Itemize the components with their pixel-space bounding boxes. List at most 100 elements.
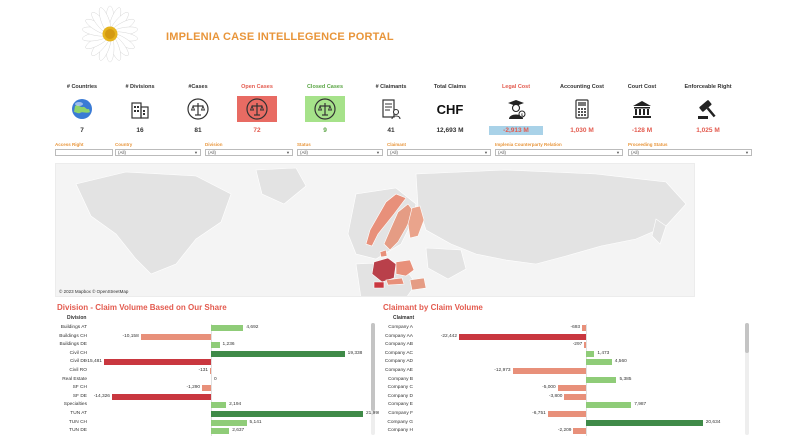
data-bar[interactable] [211,411,363,417]
data-bar[interactable] [586,350,595,357]
chart-row[interactable]: SF CH -1,290 [57,384,379,392]
kpi-tile[interactable]: Enforceable Right 1,025 M [676,84,740,135]
data-label: 21,990 [366,411,379,416]
division-scrollbar[interactable] [371,323,375,435]
data-bar[interactable] [211,428,230,435]
scroll-thumb[interactable] [371,323,375,411]
chart-row[interactable]: Company AC 1,473 [383,350,753,358]
chart-row[interactable]: Civil RO -131 [57,367,379,375]
lawyer-icon: $ [498,96,534,122]
kpi-tile[interactable]: # Claimants 41 [359,84,423,135]
chart-row[interactable]: TUN AT 21,990 [57,410,379,418]
claimant-scrollbar[interactable] [745,323,749,435]
kpi-tile[interactable]: Open Cases 72 [225,84,289,135]
kpi-tile[interactable]: # Countries 7 [50,84,114,135]
access-right-input[interactable] [55,149,113,156]
data-label: -297 [572,342,583,348]
data-bar[interactable] [103,359,211,366]
data-bar[interactable] [211,350,345,357]
filter-counterparty-relation: Implenia Counterparty Relation (All) ▼ [495,142,623,156]
map-country-switzerland [373,281,385,289]
chart-row[interactable]: Company AB -297 [383,341,753,349]
chart-row[interactable]: Specialties 2,194 [57,401,379,409]
chart-row[interactable]: Company AD 4,560 [383,358,753,366]
data-bar[interactable] [211,325,244,331]
data-bar[interactable] [202,385,211,392]
kpi-value: 41 [387,127,395,134]
category-label: TUN AT [70,411,87,416]
chart-row[interactable]: Company B 5,385 [383,376,753,384]
data-bar[interactable] [564,393,586,400]
category-label: Company AD [384,359,413,365]
chart-row[interactable]: SF DE -14,326 [57,393,379,401]
data-bar[interactable] [211,402,227,409]
kpi-label: Open Cases [241,84,273,90]
data-bar[interactable] [140,333,211,340]
data-label: 5,141 [249,419,262,425]
column-header: Division [67,315,87,321]
data-bar[interactable] [586,376,617,383]
chart-row[interactable]: Company E 7,987 [383,401,753,409]
country-select[interactable]: (All) ▼ [115,149,201,156]
kpi-value: 72 [253,127,261,134]
data-bar[interactable] [584,342,586,349]
map-country-austria [385,277,405,286]
category-label: Company AA [385,333,413,339]
category-label: Company AE [385,368,413,373]
data-bar[interactable] [547,411,586,417]
kpi-tile[interactable]: Legal Cost $ -2,913 M [484,84,548,135]
counterparty-relation-select[interactable]: (All) ▼ [495,149,623,156]
chart-row[interactable]: Civil CH 19,338 [57,350,379,358]
kpi-tile[interactable]: # Divisions 16 [108,84,172,135]
data-bar[interactable] [211,342,220,349]
chart-row[interactable]: Buildings AT 4,692 [57,324,379,332]
division-select[interactable]: (All) ▼ [205,149,293,156]
data-label: -1,290 [186,385,201,391]
data-bar[interactable] [573,428,586,435]
data-bar[interactable] [586,402,632,409]
data-bar[interactable] [586,359,612,366]
kpi-tile[interactable]: Court Cost -128 M [610,84,674,135]
claims-map[interactable]: © 2023 Mapbox © OpenStreetMap [55,163,695,297]
proceeding-status-select[interactable]: (All) ▼ [628,149,752,156]
chart-row[interactable]: Civil DE -15,481 [57,358,379,366]
map-land-asia [415,169,687,265]
status-select[interactable]: (All) ▼ [297,149,383,156]
chart-row[interactable]: Company G 20,634 [383,419,753,427]
chart-row[interactable]: Buildings DE 1,236 [57,341,379,349]
chart-row[interactable]: TUN DE 2,637 [57,427,379,435]
select-value: (All) [498,150,506,155]
data-bar[interactable] [210,368,211,374]
map-country-sweden [383,203,415,251]
data-bar[interactable] [111,393,211,400]
map-country-romania [409,277,427,291]
chart-row[interactable]: Company AE -12,973 [383,367,753,375]
kpi-tile[interactable]: Accounting Cost 1,030 M [550,84,614,135]
data-bar[interactable] [459,333,586,340]
kpi-label: Enforceable Right [684,84,732,90]
category-label: Company F [388,411,413,416]
data-bar[interactable] [586,419,703,426]
chart-row[interactable]: Company H -2,209 [383,427,753,435]
data-bar[interactable] [582,325,586,331]
category-label: Civil RO [69,368,87,373]
kpi-tile[interactable]: Closed Cases 9 [293,84,357,135]
chart-row[interactable]: TUN CH 5,141 [57,419,379,427]
data-bar[interactable] [211,419,247,426]
chart-row[interactable]: Company A -693 [383,324,753,332]
chart-row[interactable]: Company F -6,751 [383,410,753,418]
scroll-thumb[interactable] [745,323,749,353]
chart-row[interactable]: Company C -5,000 [383,384,753,392]
data-bar[interactable] [512,368,586,374]
chart-row[interactable]: Company D -3,800 [383,393,753,401]
kpi-tile[interactable]: #Cases 81 [166,84,230,135]
claimant-select[interactable]: (All) ▼ [387,149,491,156]
category-label: Specialties [63,402,87,408]
kpi-value: 1,030 M [570,127,594,134]
chart-row[interactable]: Buildings CH -10,158 [57,333,379,341]
data-bar[interactable] [557,385,586,392]
filter-country: Country (All) ▼ [115,142,201,156]
kpi-tile[interactable]: Total Claims CHF 12,693 M [418,84,482,135]
chart-row[interactable]: Real Estate 0 [57,376,379,384]
chart-row[interactable]: Company AA -22,442 [383,333,753,341]
